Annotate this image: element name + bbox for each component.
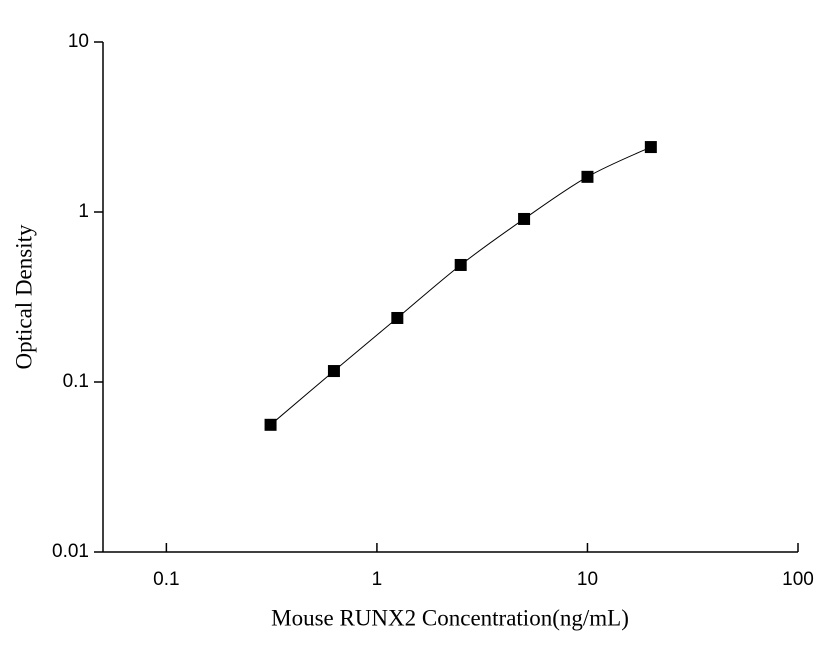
x-tick-label: 1 xyxy=(372,569,383,590)
x-tick-label: 0.1 xyxy=(153,569,179,590)
x-tick-label: 10 xyxy=(577,569,598,590)
point xyxy=(327,365,340,378)
point xyxy=(391,311,404,324)
point xyxy=(644,141,657,154)
point xyxy=(581,170,594,183)
point xyxy=(454,258,467,271)
point xyxy=(518,212,531,225)
y-tick-label: 0.1 xyxy=(63,371,89,392)
fit-curve xyxy=(270,146,652,426)
point xyxy=(264,418,277,431)
y-axis-title: Optical Density xyxy=(11,224,36,369)
y-tick-label: 1 xyxy=(78,201,89,222)
x-axis-title: Mouse RUNX2 Concentration(ng/mL) xyxy=(271,605,629,630)
y-tick-label: 0.01 xyxy=(52,541,89,562)
x-tick-label: 100 xyxy=(782,569,814,590)
y-tick-label: 10 xyxy=(68,31,89,52)
